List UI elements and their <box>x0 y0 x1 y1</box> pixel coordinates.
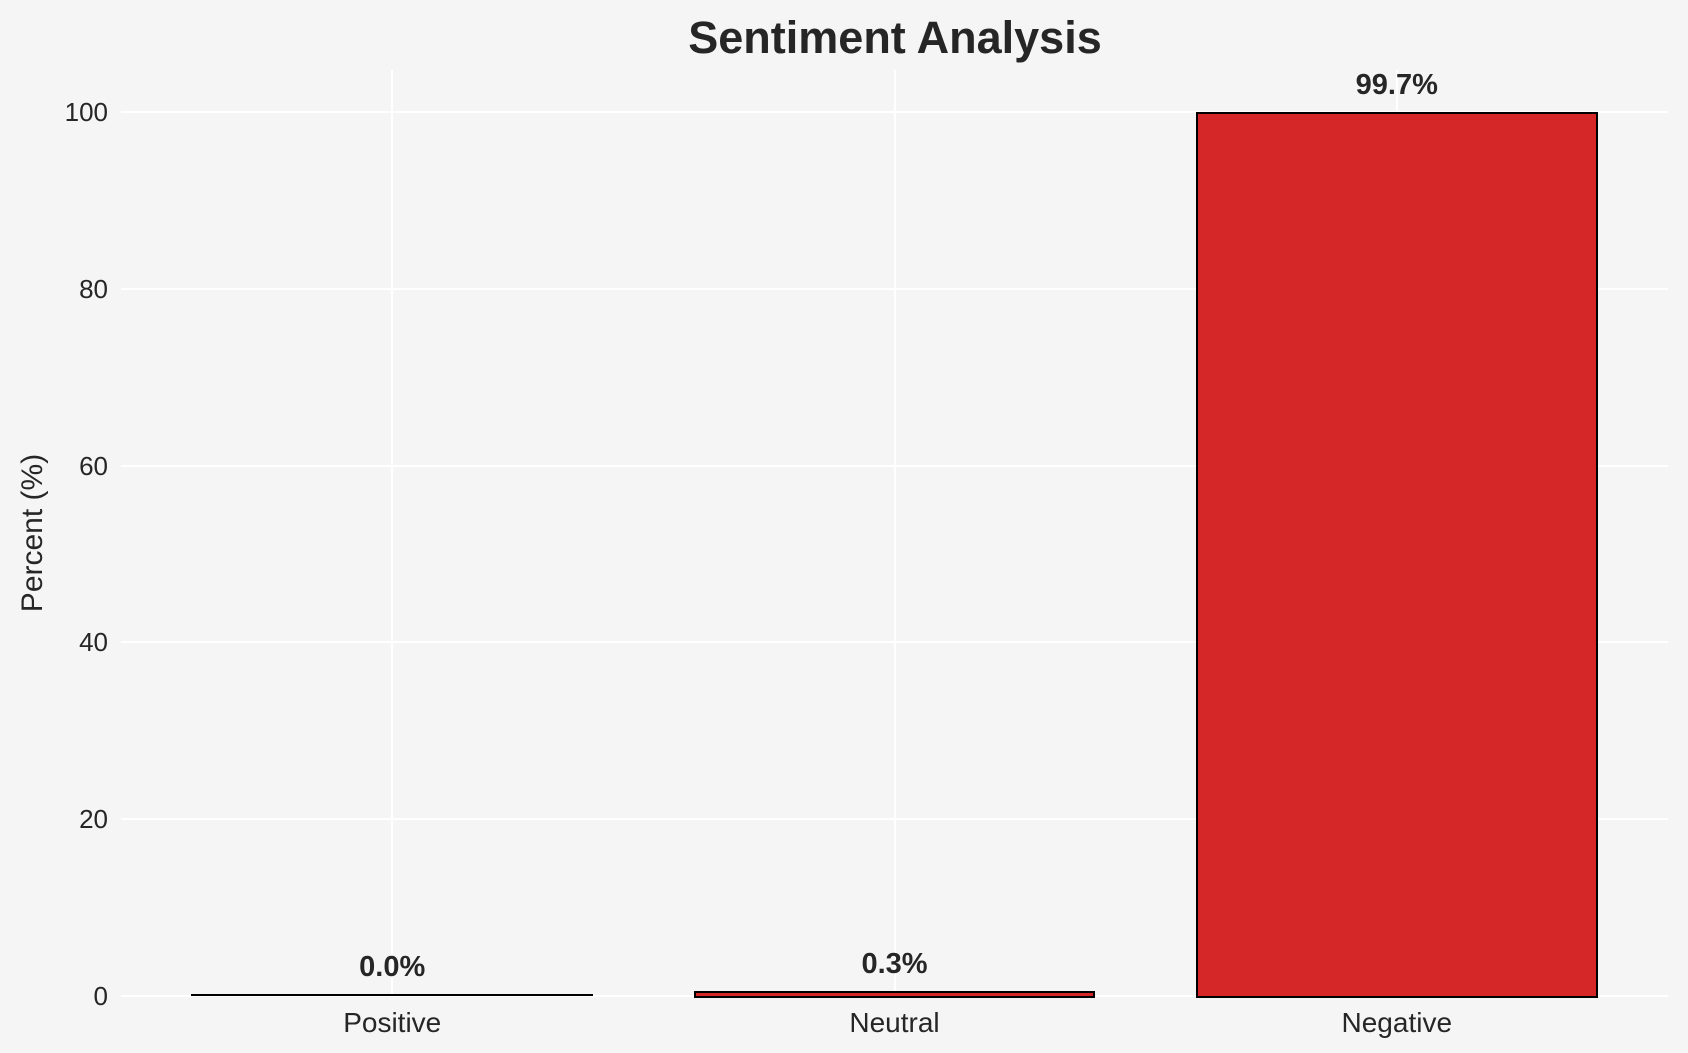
bar-neutral <box>693 990 1096 999</box>
x-tick-label-negative: Negative <box>1341 1007 1453 1038</box>
x-tick-label-neutral: Neutral <box>849 1007 940 1038</box>
bar-positive <box>191 993 594 996</box>
bar-value-label-neutral: 0.3% <box>861 947 928 980</box>
y-tick-label: 0 <box>93 981 108 1011</box>
y-tick-label: 40 <box>79 627 108 658</box>
y-tick-label: 80 <box>79 273 108 304</box>
gridline-x-neutral <box>893 70 896 996</box>
gridline-x-positive <box>391 70 394 996</box>
y-tick-label: 60 <box>79 450 108 481</box>
bar-value-label-positive: 0.0% <box>359 950 426 983</box>
bar-value-label-negative: 99.7% <box>1355 69 1438 102</box>
chart-title: Sentiment Analysis <box>688 12 1102 63</box>
bar-negative <box>1195 112 1598 999</box>
y-tick-label: 100 <box>64 97 108 127</box>
y-tick-label: 20 <box>79 804 108 835</box>
x-tick-label-positive: Positive <box>343 1007 442 1038</box>
